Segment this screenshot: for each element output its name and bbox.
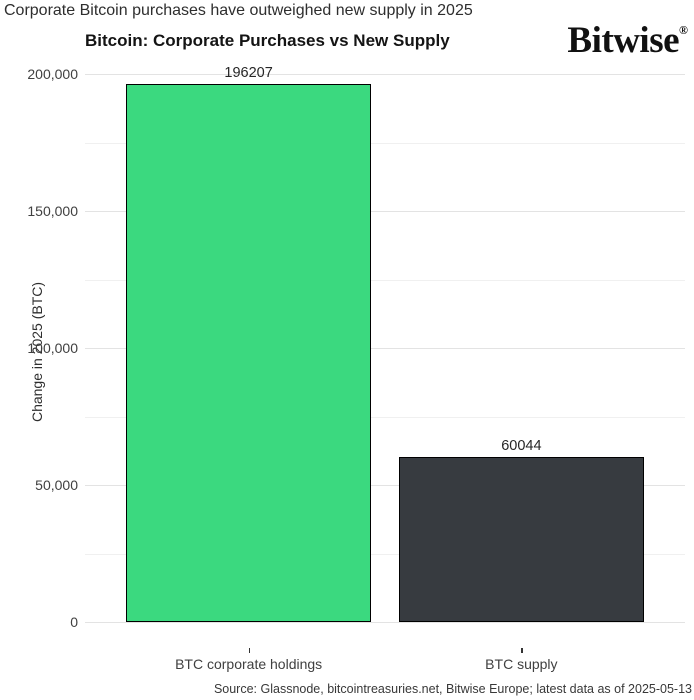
- source-note: Source: Glassnode, bitcointreasuries.net…: [213, 682, 692, 696]
- minor-gridline: [85, 553, 685, 555]
- y-axis-tick-label: 50,000: [35, 477, 78, 493]
- bar-btc-supply: [399, 457, 644, 622]
- headline: Corporate Bitcoin purchases have outweig…: [4, 2, 473, 19]
- y-axis-tick-label: 0: [70, 614, 78, 630]
- bar-value-label: 196207: [224, 65, 273, 81]
- chart-title: Bitcoin: Corporate Purchases vs New Supp…: [85, 31, 450, 50]
- x-axis-tick: [521, 648, 523, 653]
- major-gridline: [85, 74, 685, 75]
- major-gridline: [85, 485, 685, 486]
- registered-trademark-icon: ®: [679, 23, 688, 37]
- major-gridline: [85, 622, 685, 623]
- x-axis-label: BTC corporate holdings: [175, 656, 323, 672]
- major-gridline: [85, 211, 685, 212]
- x-axis-label: BTC supply: [485, 656, 558, 672]
- x-axis-tick: [248, 648, 251, 653]
- major-gridline: [85, 348, 685, 349]
- bar-value-label: 60044: [501, 438, 542, 454]
- bar-btc-corporate-holdings: [126, 84, 371, 622]
- logo-text: Bitwise: [567, 20, 680, 61]
- minor-gridline: [85, 142, 685, 144]
- y-axis-tick-label: 200,000: [27, 66, 78, 82]
- y-axis-tick-label: 100,000: [27, 340, 78, 356]
- minor-gridline: [85, 416, 685, 418]
- minor-gridline: [85, 279, 685, 281]
- y-axis-tick-label: 150,000: [27, 203, 78, 219]
- bitwise-logo: Bitwise®: [567, 22, 688, 59]
